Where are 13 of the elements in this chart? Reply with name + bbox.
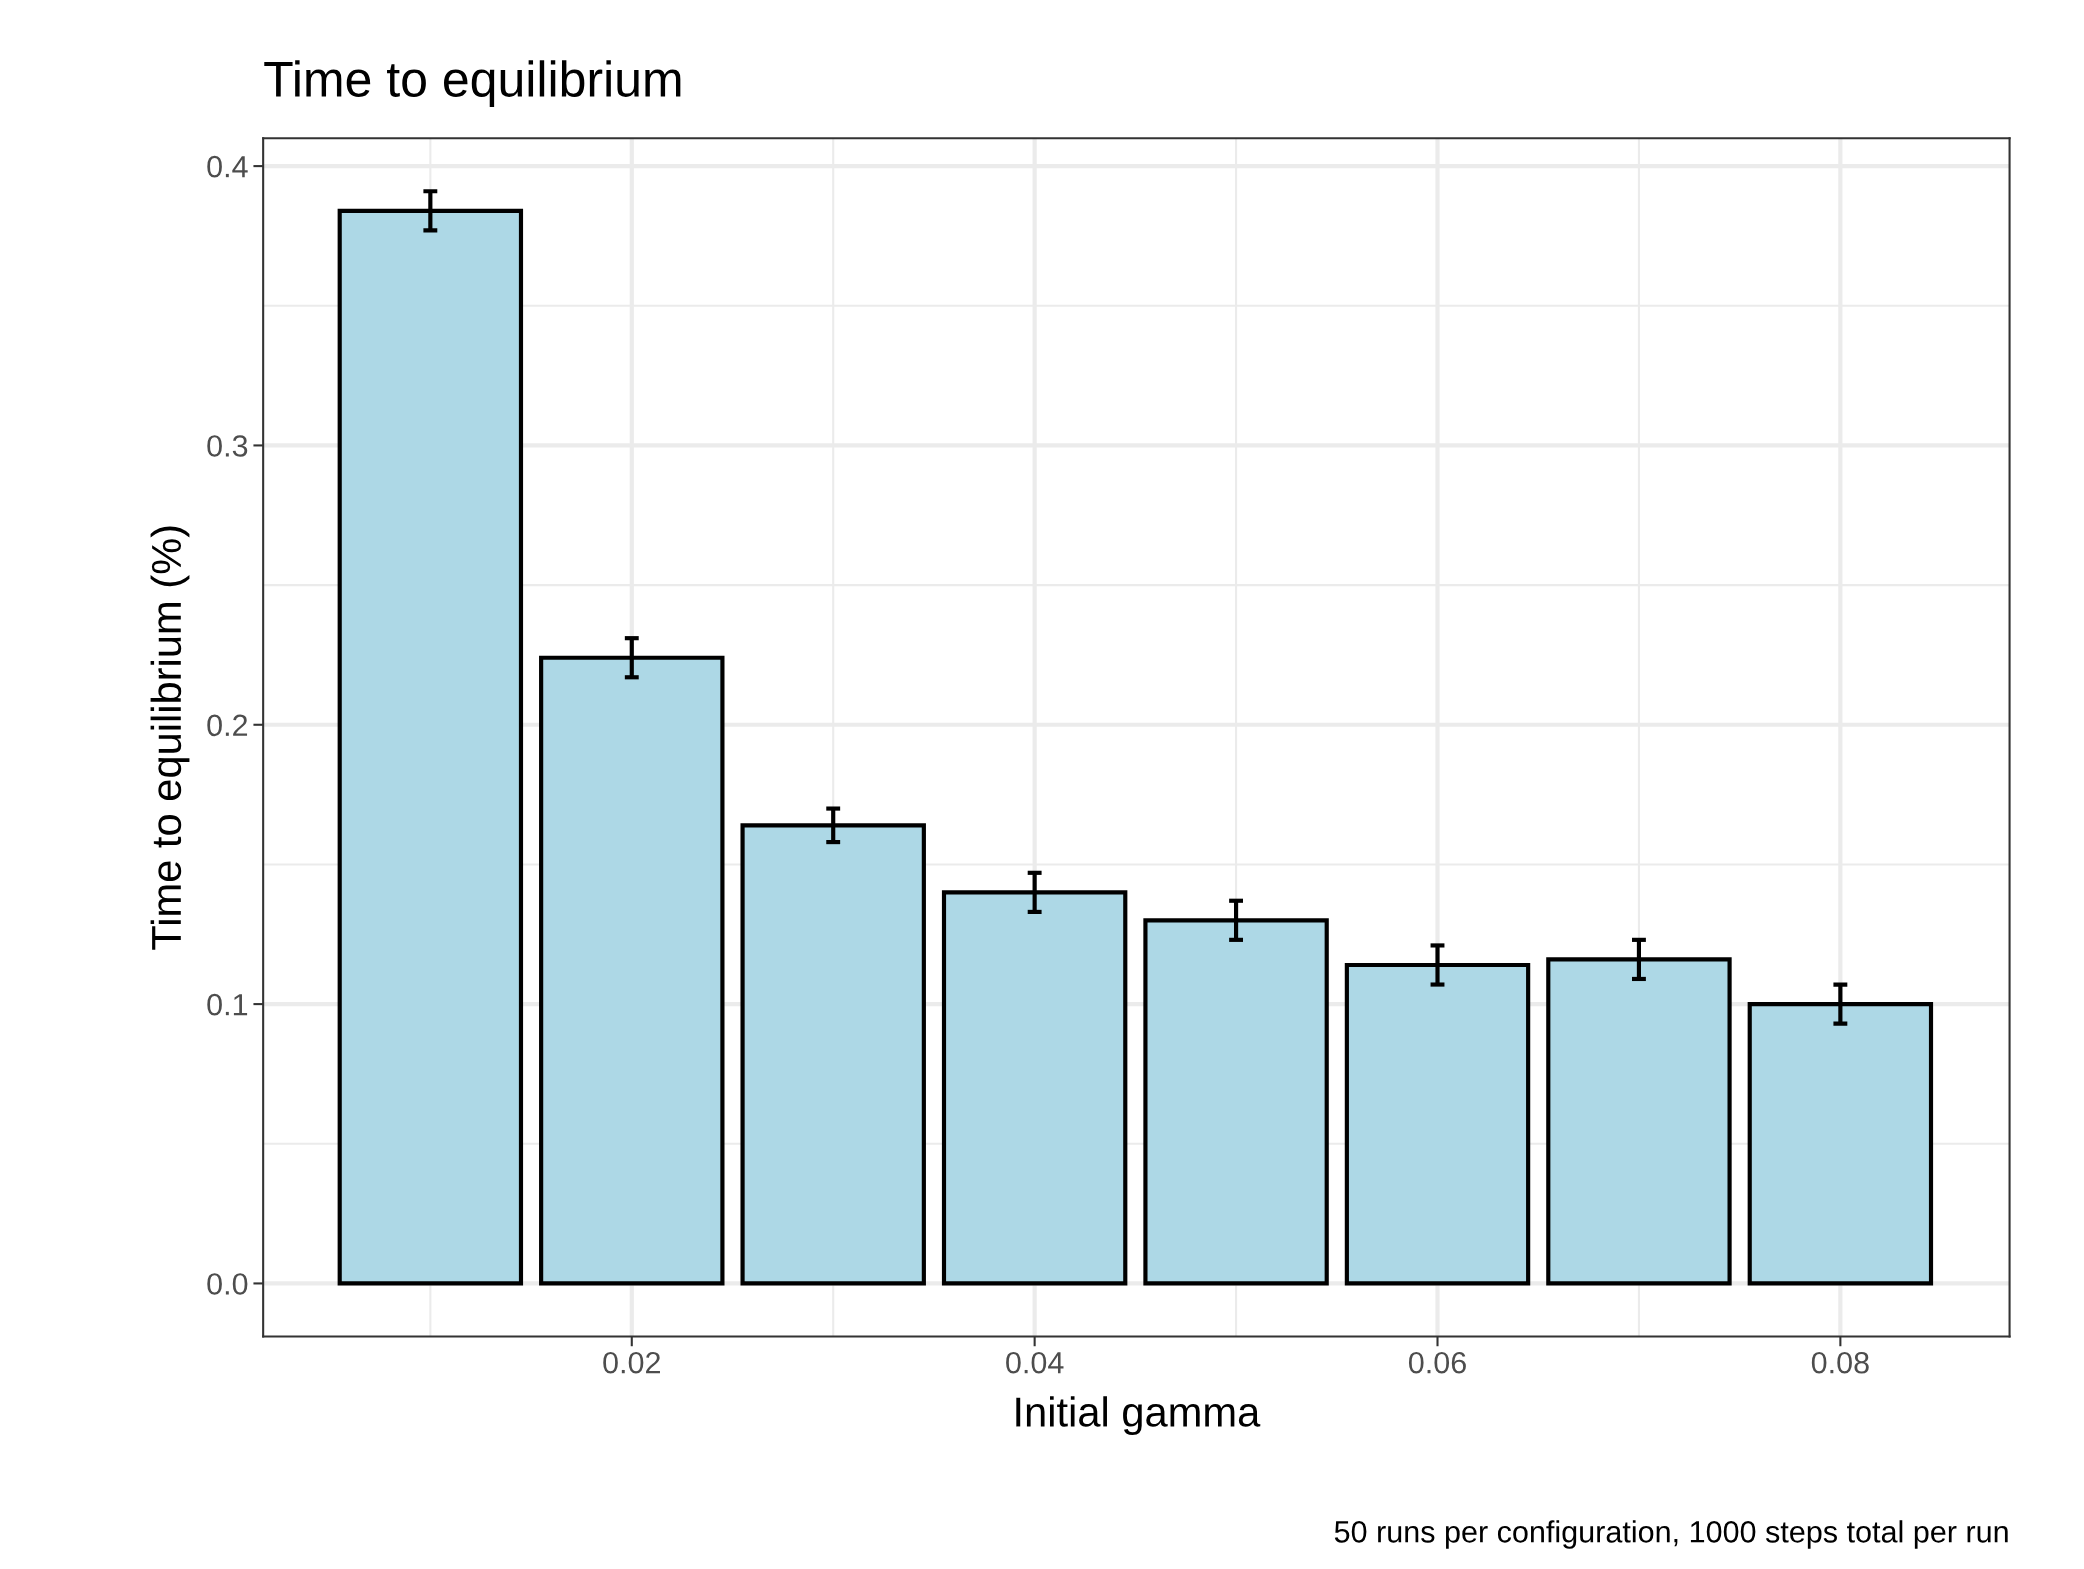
chart-title: Time to equilibrium bbox=[264, 60, 681, 107]
y-tick-label: 0.1 bbox=[207, 993, 248, 1016]
x-tick-label: 0.06 bbox=[1408, 1351, 1466, 1374]
text: 50 runs per configuration, 1000 steps total per run bbox=[1334, 1520, 2008, 1549]
x-tick-label: 0.04 bbox=[1006, 1351, 1064, 1374]
y-tick-label: 0.3 bbox=[207, 435, 248, 457]
y-axis-title: Time to equilibrium (%) bbox=[150, 526, 190, 950]
y-tick-label: 0.4 bbox=[207, 155, 248, 178]
y-tick-label: 0.2 bbox=[207, 714, 248, 737]
x-axis-title: Initial gamma bbox=[1016, 1396, 1261, 1436]
y-tick-label: 0.0 bbox=[207, 1273, 248, 1295]
x-tick-label: 0.02 bbox=[603, 1351, 660, 1374]
x-tick-label: 0.08 bbox=[1811, 1351, 1869, 1374]
